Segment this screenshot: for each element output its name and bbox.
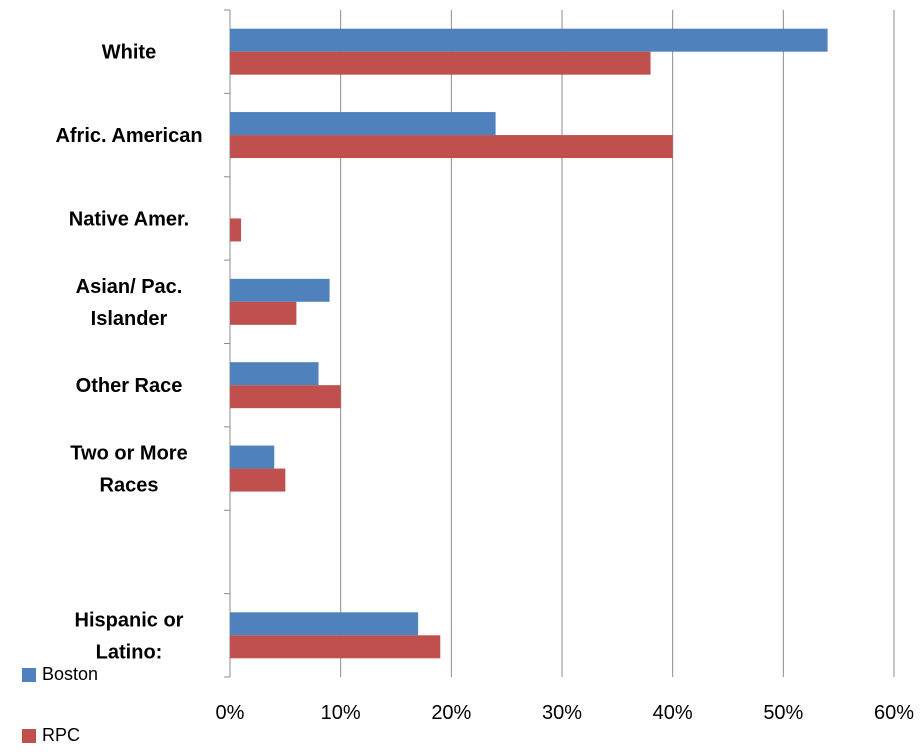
bar-boston xyxy=(230,278,330,302)
legend-item-boston: Boston xyxy=(22,664,98,685)
category-label: Asian/ Pac. xyxy=(76,276,183,298)
x-tick-label: 30% xyxy=(542,702,582,724)
category-label: Native Amer. xyxy=(69,208,189,230)
bar-rpc xyxy=(230,385,341,409)
legend-swatch-boston xyxy=(22,667,36,682)
category-label: Other Race xyxy=(76,375,183,397)
legend-swatch-rpc xyxy=(22,728,36,743)
bar-rpc xyxy=(230,135,673,159)
x-tick-label: 10% xyxy=(321,702,361,724)
category-label: Two or More xyxy=(70,443,187,465)
category-label: Islander xyxy=(91,308,168,330)
x-tick-label: 60% xyxy=(874,702,914,724)
category-label: Afric. American xyxy=(55,125,202,147)
bar-rpc xyxy=(230,635,441,659)
category-label: Races xyxy=(100,475,159,497)
legend-label-rpc: RPC xyxy=(42,725,81,745)
bar-rpc xyxy=(230,51,651,75)
bar-rpc xyxy=(230,301,297,325)
x-tick-label: 50% xyxy=(763,702,803,724)
bar-rpc xyxy=(230,218,242,242)
category-label: Hispanic or xyxy=(75,609,184,631)
bar-boston xyxy=(230,28,828,52)
legend-label-boston: Boston xyxy=(42,664,99,684)
bar-boston xyxy=(230,112,496,136)
category-labels: White Afric. American Native Amer. Asian/ P… xyxy=(55,42,202,664)
category-axis xyxy=(224,9,231,678)
gridlines xyxy=(229,10,895,677)
category-label: White xyxy=(102,42,156,64)
bar-boston xyxy=(230,612,419,636)
x-tick-label: 0% xyxy=(216,702,245,724)
bar-boston xyxy=(230,362,319,386)
category-label: Latino: xyxy=(96,641,163,663)
x-tick-label: 40% xyxy=(653,702,693,724)
bars xyxy=(230,28,828,659)
bar-rpc xyxy=(230,468,286,492)
bar-boston xyxy=(230,445,275,469)
legend-item-rpc: RPC xyxy=(22,725,80,746)
x-tick-labels: 0% 10% 20% 30% 40% 50% 60% xyxy=(216,702,915,724)
x-tick-label: 20% xyxy=(431,702,471,724)
